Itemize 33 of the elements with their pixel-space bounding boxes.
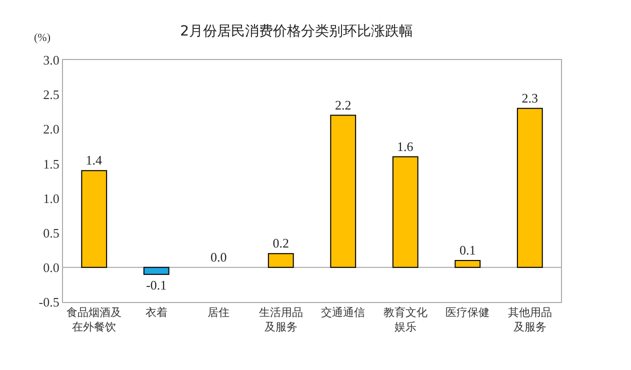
chart-title: 2月份居民消费价格分类别环比涨跌幅	[180, 24, 414, 40]
x-tick-label: 其他用品及服务	[508, 306, 552, 334]
bar	[143, 266, 170, 275]
data-label: 2.3	[522, 90, 538, 106]
x-tick-label: 食品烟酒及在外餐饮	[66, 306, 122, 334]
data-label: 2.2	[335, 97, 352, 112]
data-label: 0.0	[210, 249, 227, 264]
x-tick-label: 生活用品及服务	[258, 306, 303, 334]
bar	[330, 114, 356, 268]
data-label: 1.6	[397, 138, 414, 154]
bar	[81, 170, 108, 268]
y-tick-label: 0.0	[43, 260, 60, 275]
data-label: 0.2	[272, 236, 290, 251]
data-label: 1.4	[86, 152, 102, 168]
data-label: -0.1	[146, 277, 167, 292]
bar	[454, 260, 481, 268]
bar	[516, 108, 543, 268]
y-tick-label: 2.5	[43, 87, 60, 102]
y-tick-label: -0.5	[38, 294, 60, 310]
y-tick-label: 1.5	[43, 156, 60, 172]
y-tick-label: 2.0	[43, 122, 60, 137]
x-tick-label: 交通通信	[321, 306, 366, 320]
x-tick-label: 教育文化娱乐	[383, 306, 428, 334]
data-label: 0.1	[460, 242, 476, 258]
y-tick-label: 3.0	[43, 52, 60, 68]
y-tick-label: 1.0	[43, 190, 60, 206]
x-tick-label: 医疗保健	[446, 306, 490, 320]
bar	[268, 253, 294, 268]
y-axis-title: (%)	[34, 32, 51, 44]
bar	[392, 156, 418, 268]
y-tick-label: 0.5	[43, 225, 60, 240]
x-tick-label: 居住	[208, 306, 230, 320]
x-tick-label: 衣着	[145, 306, 168, 320]
